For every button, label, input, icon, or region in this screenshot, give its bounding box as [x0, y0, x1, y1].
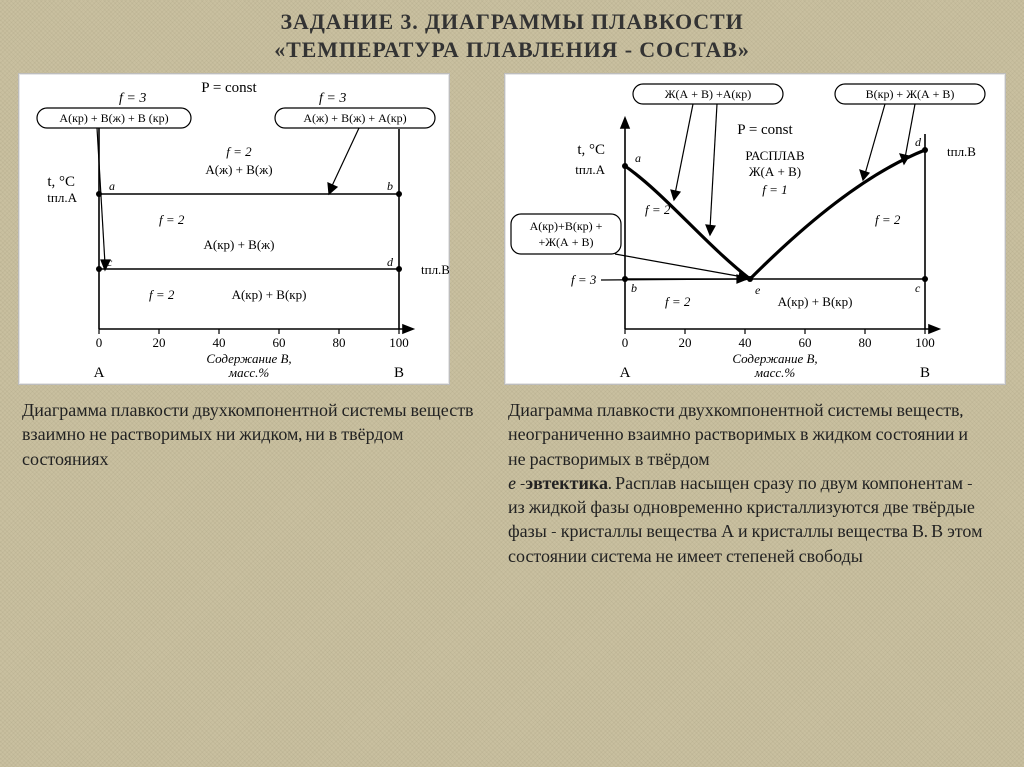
svg-text:tпл.B: tпл.B [421, 262, 449, 277]
svg-text:B: B [394, 365, 404, 381]
svg-text:a: a [635, 151, 641, 165]
p-const: P = const [201, 80, 257, 96]
box-top-left: А(кр) + В(ж) + В (кр) [37, 108, 191, 128]
svg-text:B: B [920, 365, 930, 381]
svg-text:A: A [620, 365, 631, 381]
svg-text:60: 60 [273, 335, 286, 350]
svg-text:b: b [631, 281, 637, 295]
svg-text:80: 80 [333, 335, 346, 350]
right-column: 0 20 40 60 80 100 t, °C Содержание B, ма… [504, 73, 1006, 569]
svg-text:t, °C: t, °C [47, 174, 75, 190]
svg-text:40: 40 [213, 335, 226, 350]
left-diagram-svg: 0 20 40 60 80 100 t, °C Содержание B, ма… [19, 74, 449, 384]
arrow-left-box [615, 254, 749, 281]
svg-text:0: 0 [622, 335, 629, 350]
svg-text:f = 3: f = 3 [571, 272, 597, 287]
bottom-region: А(кр) + В(кр) [778, 294, 853, 309]
box-liq-right: В(кр) + Ж(А + В) [835, 84, 985, 104]
svg-text:Ж(А + В) +А(кр): Ж(А + В) +А(кр) [665, 87, 751, 101]
svg-text:В(кр) + Ж(А + В): В(кр) + Ж(А + В) [866, 87, 955, 101]
page-title: ЗАДАНИЕ 3. ДИАГРАММЫ ПЛАВКОСТИ «ТЕМПЕРАТ… [0, 0, 1024, 63]
svg-text:+Ж(А + В): +Ж(А + В) [539, 235, 594, 249]
region-labels: f = 2 А(ж) + В(ж) f = 2 А(кр) + В(ж) f =… [149, 144, 306, 302]
corner-points [96, 191, 402, 272]
right-caption-part1: Диаграмма плавкости двухкомпонентной сис… [508, 400, 968, 470]
svg-text:А(кр) + В(кр): А(кр) + В(кр) [232, 287, 307, 302]
x-tick-labels: 0 20 40 60 80 100 [622, 335, 935, 350]
f3-left: f = 3 [119, 91, 146, 106]
svg-text:c: c [915, 281, 921, 295]
svg-text:f = 2: f = 2 [149, 287, 175, 302]
svg-text:f = 2: f = 2 [875, 212, 901, 227]
svg-text:f = 2: f = 2 [159, 212, 185, 227]
svg-text:60: 60 [799, 335, 812, 350]
svg-text:f = 1: f = 1 [762, 182, 787, 197]
svg-text:Содержание B,: Содержание B, [732, 351, 817, 366]
svg-text:d: d [387, 255, 394, 269]
svg-text:A: A [94, 365, 105, 381]
left-caption: Диаграмма плавкости двухкомпонентной сис… [18, 385, 482, 472]
svg-text:Содержание B,: Содержание B, [206, 351, 291, 366]
page: ЗАДАНИЕ 3. ДИАГРАММЫ ПЛАВКОСТИ «ТЕМПЕРАТ… [0, 0, 1024, 767]
svg-text:100: 100 [915, 335, 935, 350]
p-const: P = const [737, 122, 793, 138]
left-diagram-panel: 0 20 40 60 80 100 t, °C Содержание B, ма… [18, 73, 450, 385]
svg-text:tпл.A: tпл.A [575, 162, 605, 177]
right-caption: Диаграмма плавкости двухкомпонентной сис… [504, 385, 987, 569]
box-top-right: А(ж) + В(ж) + А(кр) [275, 108, 435, 128]
svg-text:20: 20 [679, 335, 692, 350]
svg-text:100: 100 [389, 335, 409, 350]
svg-text:Ж(А + В): Ж(А + В) [749, 164, 801, 179]
svg-text:40: 40 [739, 335, 752, 350]
title-line-2: «ТЕМПЕРАТУРА ПЛАВЛЕНИЯ - СОСТАВ» [0, 36, 1024, 64]
right-diagram-panel: 0 20 40 60 80 100 t, °C Содержание B, ма… [504, 73, 1006, 385]
right-caption-eutectic: эвтектика [525, 473, 608, 494]
svg-text:tпл.A: tпл.A [47, 190, 77, 205]
svg-text:масс.%: масс.% [754, 365, 796, 380]
f3-right: f = 3 [319, 91, 346, 106]
svg-text:e: e [755, 283, 761, 297]
box-liq-left: Ж(А + В) +А(кр) [633, 84, 783, 104]
point-labels: a b c d [107, 179, 394, 269]
svg-text:20: 20 [153, 335, 166, 350]
svg-text:А(кр)+В(кр) +: А(кр)+В(кр) + [530, 219, 603, 233]
svg-text:a: a [109, 179, 115, 193]
svg-text:f = 2: f = 2 [226, 144, 252, 159]
diagram-row: 0 20 40 60 80 100 t, °C Содержание B, ма… [0, 63, 1024, 569]
svg-text:А(кр) + В(ж): А(кр) + В(ж) [203, 237, 274, 252]
svg-text:масс.%: масс.% [228, 365, 270, 380]
x-tick-labels: 0 20 40 60 80 100 [96, 335, 409, 350]
svg-text:f = 2: f = 2 [665, 294, 691, 309]
svg-text:РАСПЛАВ: РАСПЛАВ [745, 148, 805, 163]
svg-text:0: 0 [96, 335, 103, 350]
right-caption-e: e - [508, 473, 525, 494]
melt-labels: РАСПЛАВ Ж(А + В) f = 1 [745, 148, 805, 197]
svg-text:d: d [915, 135, 922, 149]
svg-text:А(кр) + В(ж) + В (кр): А(кр) + В(ж) + В (кр) [59, 111, 168, 125]
svg-text:А(ж) + В(ж) + А(кр): А(ж) + В(ж) + А(кр) [303, 111, 406, 125]
left-column: 0 20 40 60 80 100 t, °C Содержание B, ма… [18, 73, 482, 569]
svg-text:f = 2: f = 2 [645, 202, 671, 217]
right-diagram-svg: 0 20 40 60 80 100 t, °C Содержание B, ма… [505, 74, 1005, 384]
svg-text:b: b [387, 179, 393, 193]
svg-text:c: c [107, 255, 113, 269]
svg-text:А(ж) + В(ж): А(ж) + В(ж) [205, 162, 272, 177]
svg-text:t, °C: t, °C [577, 142, 605, 158]
svg-text:tпл.B: tпл.B [947, 144, 976, 159]
title-line-1: ЗАДАНИЕ 3. ДИАГРАММЫ ПЛАВКОСТИ [0, 8, 1024, 36]
box-left-multi: А(кр)+В(кр) + +Ж(А + В) [511, 214, 621, 254]
svg-text:80: 80 [859, 335, 872, 350]
